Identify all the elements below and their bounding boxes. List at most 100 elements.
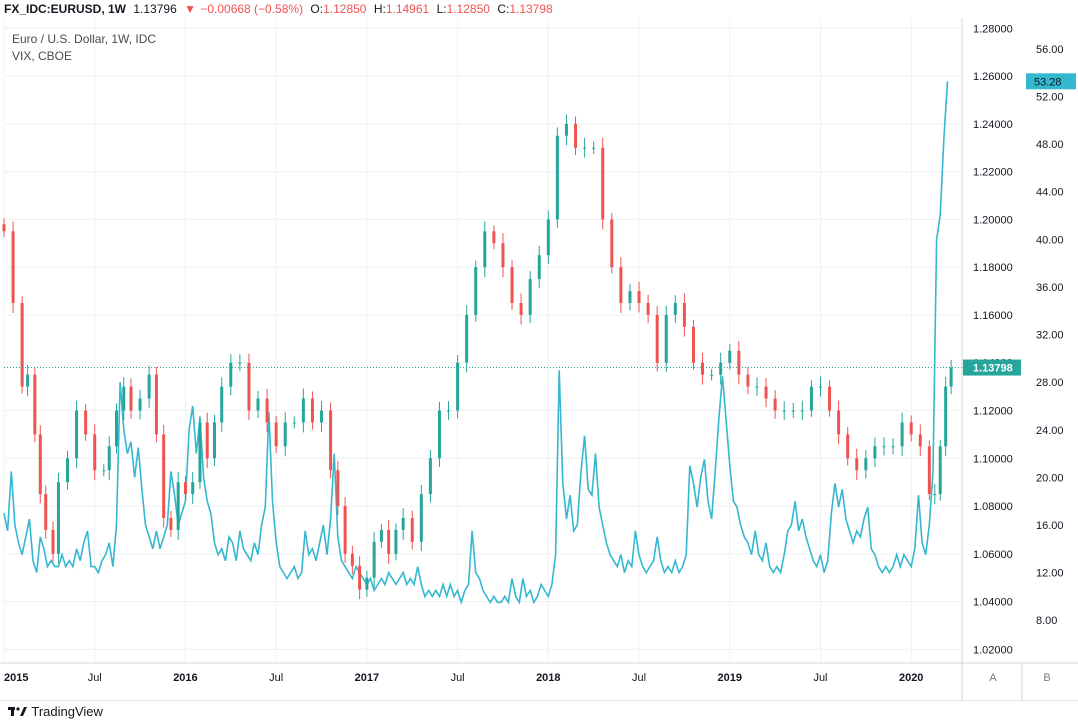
legend-eurusd[interactable]: Euro / U.S. Dollar, 1W, IDC xyxy=(12,32,157,46)
candle-body xyxy=(447,410,451,412)
candle-body xyxy=(492,231,496,244)
candle-body xyxy=(394,529,398,554)
candle-body xyxy=(169,517,173,530)
candle-body xyxy=(809,386,813,411)
vix-line xyxy=(3,81,949,606)
change-arrow-icon: ▼ xyxy=(184,2,196,16)
eurusd-tick-label: 1.24000 xyxy=(973,119,1013,131)
close-label: C: xyxy=(497,2,510,16)
candle-body xyxy=(846,434,850,459)
symbol-name[interactable]: FX_IDC:EURUSD, 1W xyxy=(4,2,127,16)
candle-body xyxy=(900,422,904,447)
candle-body xyxy=(555,135,559,220)
eurusd-tick-label: 1.28000 xyxy=(973,23,1013,35)
symbol-header: FX_IDC:EURUSD, 1W 1.13796 ▼ −0.00668 (−0… xyxy=(0,0,1078,18)
candle-body xyxy=(601,147,605,220)
candle-body xyxy=(737,350,741,375)
vix-tick-label: 12.00 xyxy=(1036,568,1064,580)
candle-body xyxy=(828,386,832,411)
candle-body xyxy=(891,446,895,448)
eurusd-tick-label: 1.22000 xyxy=(973,167,1013,179)
time-tick-label: 2018 xyxy=(536,672,560,684)
candle-body xyxy=(746,374,750,387)
candle-body xyxy=(11,231,15,303)
time-tick-label: 2019 xyxy=(718,672,742,684)
candle-body xyxy=(628,291,632,303)
candle-body xyxy=(474,267,478,315)
last-price-badge-label: 1.13798 xyxy=(973,363,1013,375)
vix-tick-label: 40.00 xyxy=(1036,234,1064,246)
chart-canvas[interactable]: 1.28000 1.26000 1.24000 1.22000 1.20000 1.180… xyxy=(0,18,1078,700)
last-price: 1.13796 xyxy=(133,2,177,16)
candle-body xyxy=(773,398,777,411)
time-tick-label: Jul xyxy=(269,672,283,684)
candle-body xyxy=(701,362,705,375)
legend-vix[interactable]: VIX, CBOE xyxy=(12,49,73,63)
last-price-badge xyxy=(963,359,1021,376)
vix-tick-label: 32.00 xyxy=(1036,330,1064,342)
high-value: 1.14961 xyxy=(385,2,430,16)
eurusd-tick-label: 1.08000 xyxy=(973,501,1013,513)
candle-body xyxy=(592,147,596,149)
candle-body xyxy=(147,374,151,399)
candle-body xyxy=(33,374,37,435)
eurusd-tick-label: 1.26000 xyxy=(973,71,1013,83)
brand-name: TradingView xyxy=(31,704,103,719)
candle-body xyxy=(122,386,126,411)
candle-body xyxy=(229,362,233,387)
candle-body xyxy=(682,302,686,327)
open-label: O: xyxy=(310,2,324,16)
candle-body xyxy=(791,410,795,412)
candle-body xyxy=(465,314,469,363)
candle-body xyxy=(655,314,659,363)
candle-body xyxy=(66,458,70,483)
time-tick-label: Jul xyxy=(88,672,102,684)
time-tick-label: Jul xyxy=(813,672,827,684)
eurusd-tick-label: 1.20000 xyxy=(973,214,1013,226)
candle-body xyxy=(162,434,166,518)
vix-tick-label: 16.00 xyxy=(1036,520,1064,532)
candle-body xyxy=(205,422,209,459)
candle-body xyxy=(343,506,347,554)
eurusd-tick-label: 1.06000 xyxy=(973,549,1013,561)
candle-body xyxy=(365,577,369,590)
time-tick-label: 2016 xyxy=(173,672,197,684)
time-tick-label: Jul xyxy=(632,672,646,684)
candle-body xyxy=(401,517,405,530)
eurusd-candles xyxy=(2,114,953,600)
open-value: 1.12850 xyxy=(323,2,367,16)
candle-body xyxy=(800,410,804,412)
candle-body xyxy=(546,219,550,256)
candle-body xyxy=(510,267,514,303)
vix-tick-label: 36.00 xyxy=(1036,282,1064,294)
candle-body xyxy=(379,529,383,542)
tradingview-logo[interactable]: TradingView xyxy=(8,704,103,719)
vix-tick-label: 20.00 xyxy=(1036,472,1064,484)
eurusd-tick-label: 1.16000 xyxy=(973,310,1013,322)
candle-body xyxy=(949,367,953,387)
candle-body xyxy=(719,362,723,375)
candle-body xyxy=(437,410,441,459)
candle-body xyxy=(310,398,314,423)
low-label: L: xyxy=(436,2,447,16)
eurusd-tick-label: 1.02000 xyxy=(973,644,1013,656)
auto-scale-button[interactable]: A xyxy=(989,672,997,684)
candle-body xyxy=(637,291,641,303)
eurusd-tick-label: 1.10000 xyxy=(973,453,1013,465)
candle-body xyxy=(329,410,333,471)
candle-body xyxy=(755,386,759,388)
candle-body xyxy=(673,302,677,315)
candle-body xyxy=(154,374,158,435)
high-label: H: xyxy=(373,2,386,16)
candle-body xyxy=(410,517,414,542)
candle-body xyxy=(183,482,187,495)
scale-b-button[interactable]: B xyxy=(1043,672,1051,684)
candle-body xyxy=(646,302,650,315)
candle-body xyxy=(882,446,886,448)
tradingview-icon xyxy=(8,707,27,716)
candle-body xyxy=(782,410,786,412)
vix-series xyxy=(3,81,949,606)
close-value: 1.13798 xyxy=(509,2,553,16)
candle-body xyxy=(483,231,487,268)
candle-body xyxy=(102,470,106,472)
